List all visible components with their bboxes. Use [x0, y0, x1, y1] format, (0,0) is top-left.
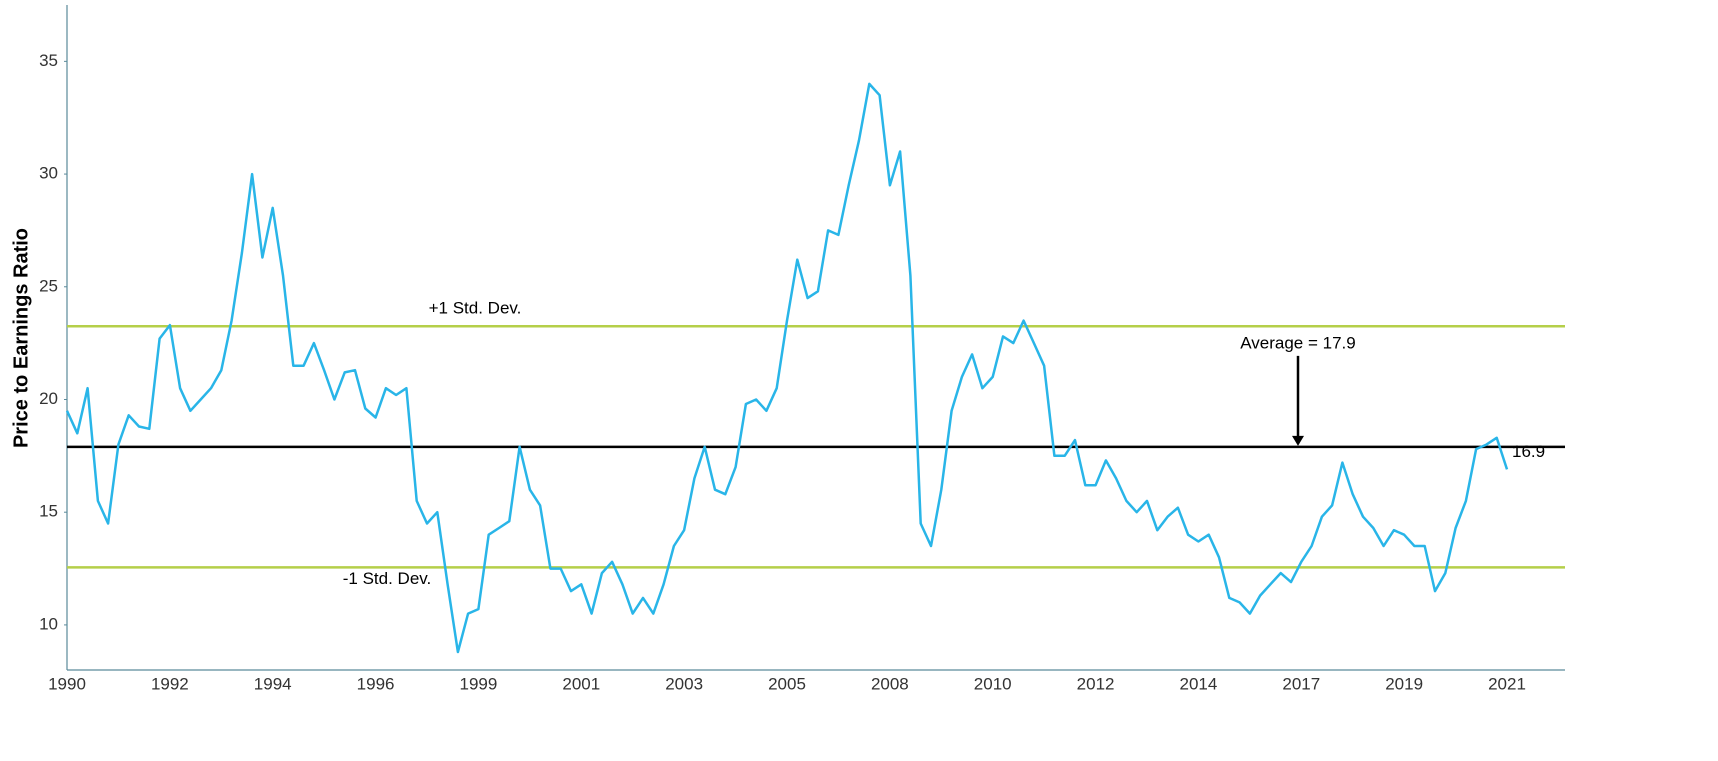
x-tick-label: 2001: [562, 674, 600, 693]
x-tick-label: 2014: [1180, 674, 1218, 693]
x-tick-label: 2019: [1385, 674, 1423, 693]
y-axis-label: Price to Earnings Ratio: [10, 228, 32, 448]
x-tick-label: 2003: [665, 674, 703, 693]
data-line: [65, 82, 1509, 654]
x-tick-label: 2005: [768, 674, 806, 693]
x-tick-label: 1994: [254, 674, 292, 693]
x-tick-label: 2012: [1077, 674, 1115, 693]
y-tick-label: 30: [39, 164, 58, 183]
reference-label: +1 Std. Dev.: [429, 299, 522, 318]
reference-label: Average = 17.9: [1240, 333, 1355, 352]
reference-label: -1 Std. Dev.: [343, 569, 432, 588]
x-tick-label: 2010: [974, 674, 1012, 693]
x-tick-label: 1996: [357, 674, 395, 693]
x-tick-label: 1990: [48, 674, 86, 693]
y-tick-label: 35: [39, 51, 58, 70]
x-tick-label: 2008: [871, 674, 909, 693]
y-tick-label: 15: [39, 502, 58, 521]
x-tick-label: 1992: [151, 674, 189, 693]
y-tick-label: 20: [39, 389, 58, 408]
y-tick-label: 10: [39, 614, 58, 633]
x-tick-label: 2021: [1488, 674, 1526, 693]
x-tick-label: 1999: [460, 674, 498, 693]
arrow-head: [1292, 435, 1304, 446]
x-tick-label: 2017: [1282, 674, 1320, 693]
end-value-label: 16.9: [1512, 442, 1545, 461]
y-tick-label: 25: [39, 276, 58, 295]
